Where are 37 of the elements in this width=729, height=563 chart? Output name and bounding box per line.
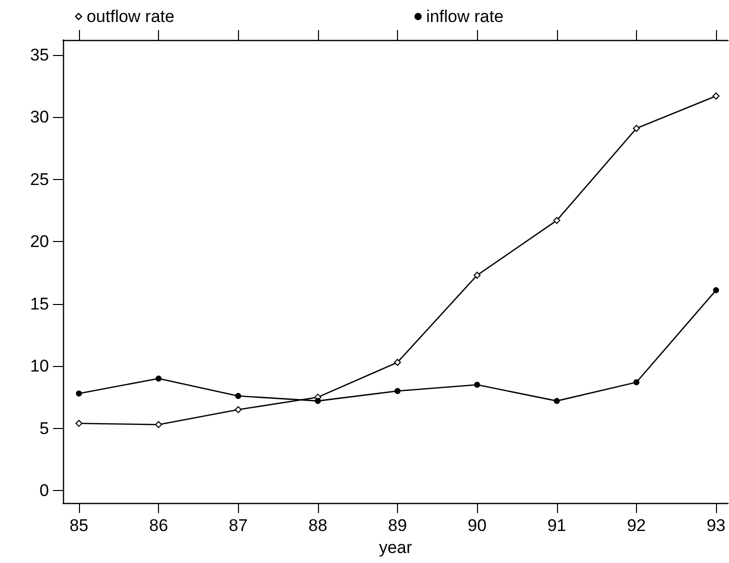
point: [713, 287, 720, 294]
x-tick-label: 91: [547, 516, 566, 535]
x-axis-title: year: [378, 538, 412, 557]
y-tick-label: 35: [30, 45, 49, 64]
y-tick-label: 25: [30, 170, 49, 189]
point: [474, 272, 481, 279]
legend-label: outflow rate: [86, 7, 174, 26]
point: [474, 382, 480, 388]
x-tick-label: 89: [388, 516, 407, 535]
x-tick-label: 86: [149, 516, 168, 535]
x-tick-label: 92: [626, 516, 646, 535]
point: [234, 406, 242, 414]
point: [394, 388, 400, 394]
point: [633, 379, 640, 386]
point: [553, 216, 560, 224]
x-tick-label: 88: [308, 516, 328, 535]
x-tick-label: 93: [706, 516, 726, 535]
y-tick-label: 20: [30, 232, 49, 252]
y-tick-label: 0: [40, 481, 49, 500]
y-tick-label: 30: [30, 108, 49, 127]
point: [712, 92, 720, 100]
legend-label: inflow rate: [426, 7, 504, 26]
y-tick-label: 5: [40, 418, 49, 438]
point: [75, 420, 82, 427]
point: [155, 421, 162, 428]
x-tick-label: 90: [468, 516, 487, 535]
y-tick-label: 10: [30, 356, 49, 376]
y-tick-label: 15: [30, 294, 49, 314]
x-tick-label: 87: [228, 516, 248, 535]
point: [76, 390, 82, 396]
x-tick-label: 85: [69, 516, 88, 535]
point: [632, 124, 640, 132]
point: [235, 392, 242, 399]
point: [156, 376, 162, 382]
point: [314, 398, 321, 404]
point: [394, 358, 401, 366]
point: [554, 398, 560, 404]
